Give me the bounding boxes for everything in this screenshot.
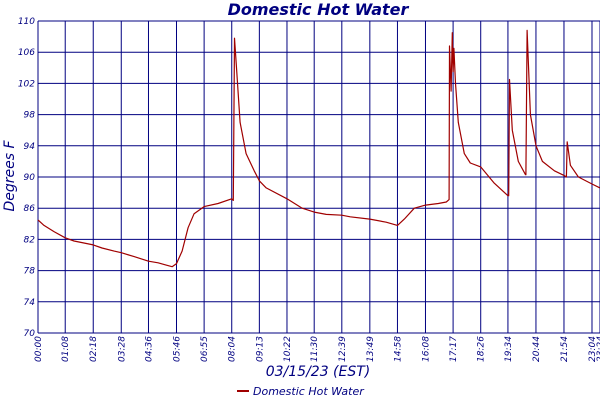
y-tick-label: 82 <box>24 235 36 245</box>
x-tick-label: 13:49 <box>366 336 376 362</box>
legend: Domestic Hot Water <box>237 385 365 398</box>
x-tick-label: 16:08 <box>421 336 431 362</box>
series-line <box>37 29 600 268</box>
series-layer <box>37 29 600 268</box>
x-tick-label: 08:04 <box>228 336 238 362</box>
y-tick-label: 102 <box>18 79 35 89</box>
x-tick-label: 23:04 <box>588 336 598 362</box>
x-tick-label: 21:54 <box>560 336 570 362</box>
x-tick-label: 00:00 <box>34 336 44 362</box>
x-tick-label: 03:28 <box>117 336 127 362</box>
x-tick-label: 20:44 <box>532 336 542 362</box>
x-tick-label: 14:58 <box>393 336 403 362</box>
y-tick-label: 86 <box>24 204 36 214</box>
x-tick-label: 10:22 <box>283 336 293 362</box>
y-tick-label: 110 <box>18 17 35 27</box>
x-tick-label: 09:13 <box>255 336 265 362</box>
x-tick-label: 12:39 <box>338 336 348 362</box>
grid-layer <box>37 20 600 334</box>
x-axis-label: 03/15/23 (EST) <box>266 364 371 380</box>
x-tick-label: 19:34 <box>504 336 514 362</box>
y-tick-label: 94 <box>24 142 36 152</box>
x-tick-label: 02:18 <box>89 336 99 362</box>
x-tick-label: 04:36 <box>144 336 154 362</box>
x-tick-label: 18:26 <box>477 336 487 362</box>
chart-title: Domestic Hot Water <box>228 0 410 19</box>
x-tick-label: 05:46 <box>172 336 182 362</box>
y-tick-label: 98 <box>24 111 36 121</box>
x-tick-label: 11:30 <box>310 336 320 362</box>
x-tick-label: 01:08 <box>61 336 71 362</box>
y-tick-label: 106 <box>18 48 35 58</box>
x-tick-label: 23:24 <box>596 336 600 362</box>
y-tick-label: 78 <box>24 267 36 277</box>
y-tick-label: 90 <box>24 173 36 183</box>
x-tick-label: 06:55 <box>200 336 210 362</box>
x-tick-labels: 00:00 01:08 02:18 03:28 04:36 05:46 06:55 08:04… <box>34 336 600 362</box>
y-tick-label: 74 <box>24 298 36 308</box>
y-tick-labels: 70 74 78 82 86 90 94 98 102 106 110 <box>18 17 35 339</box>
legend-label: Domestic Hot Water <box>253 385 365 398</box>
y-axis-label: Degrees F <box>2 140 18 212</box>
y-tick-label: 70 <box>24 329 36 339</box>
x-tick-label: 17:17 <box>449 336 459 362</box>
